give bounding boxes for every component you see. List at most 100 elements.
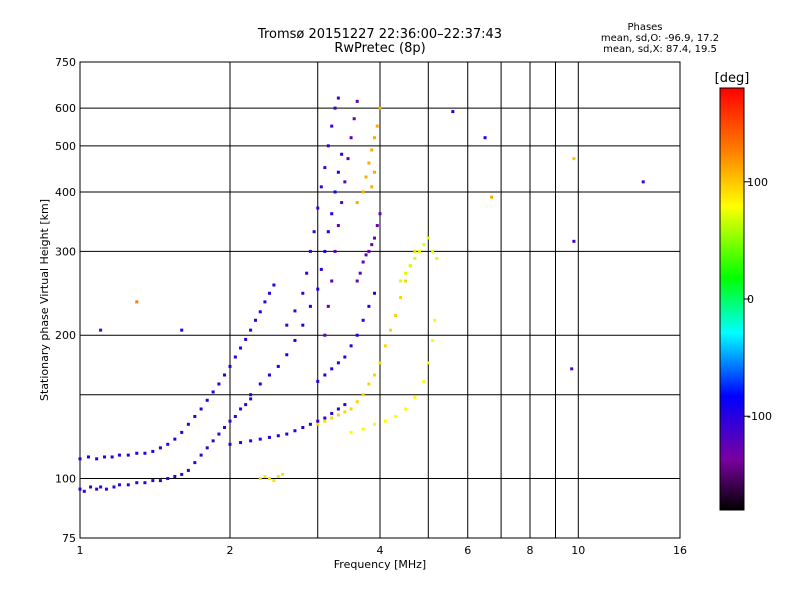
data-point [95, 457, 99, 461]
data-point [399, 296, 403, 300]
y-tick-label: 300 [55, 245, 76, 258]
data-point [323, 373, 327, 377]
outlier-point [641, 180, 645, 184]
data-point [82, 489, 86, 493]
data-point [186, 422, 190, 426]
data-point [383, 419, 387, 423]
data-point [330, 212, 334, 216]
x-tick-label: 8 [527, 544, 534, 557]
data-point [323, 249, 327, 253]
data-point [244, 403, 248, 407]
data-point [293, 338, 297, 342]
data-point [319, 185, 323, 189]
data-point [367, 249, 371, 253]
data-point [199, 453, 203, 457]
data-point [408, 264, 412, 268]
data-point [211, 390, 215, 394]
data-point [316, 206, 320, 210]
data-point [233, 414, 237, 418]
data-point [394, 414, 398, 418]
data-point [370, 243, 374, 247]
data-point [258, 310, 262, 314]
data-point [383, 344, 387, 348]
data-point [336, 96, 340, 100]
data-point [117, 483, 121, 487]
data-point [233, 355, 237, 359]
colorbar [719, 87, 745, 511]
data-point [361, 260, 365, 264]
data-point [361, 393, 365, 397]
data-point [330, 279, 334, 283]
data-point [422, 243, 426, 247]
data-point [333, 249, 337, 253]
data-point [78, 457, 82, 461]
colorbar-tick-label: 100 [747, 176, 768, 189]
x-tick-label: 10 [571, 544, 585, 557]
data-point [394, 314, 398, 318]
data-point [86, 455, 90, 459]
data-point [326, 144, 330, 148]
data-point [104, 487, 108, 491]
data-point [373, 373, 377, 377]
x-tick-label: 6 [464, 544, 471, 557]
data-point [211, 439, 215, 443]
data-point [330, 124, 334, 128]
grid-lines [80, 62, 680, 538]
data-point [276, 434, 280, 438]
data-point [413, 249, 417, 253]
data-point [343, 410, 347, 414]
data-point [370, 148, 374, 152]
data-point [263, 474, 267, 478]
data-point [180, 472, 184, 476]
data-point [239, 407, 243, 411]
y-axis-label: Stationary phase Virtual Height [km] [38, 199, 51, 401]
data-point [244, 337, 248, 341]
chart-subtitle: RwPretec (8p) [334, 41, 426, 56]
data-point [110, 455, 114, 459]
data-point [336, 224, 340, 228]
x-tick-label: 16 [673, 544, 687, 557]
data-point [375, 124, 379, 128]
data-point [323, 333, 327, 337]
data-point [193, 461, 197, 465]
data-point [343, 403, 347, 407]
data-point [355, 99, 359, 103]
data-point [389, 328, 393, 332]
data-point [378, 361, 382, 365]
data-point [135, 451, 139, 455]
data-point [361, 190, 365, 194]
data-point [378, 212, 382, 216]
data-point [426, 236, 430, 240]
data-point [417, 249, 421, 253]
y-tick-label: 500 [55, 140, 76, 153]
data-point [223, 425, 227, 429]
data-point [426, 361, 430, 365]
data-point [349, 430, 353, 434]
data-point [272, 283, 276, 287]
data-point [158, 479, 162, 483]
data-point [253, 318, 257, 322]
data-point [431, 249, 435, 253]
data-point [95, 487, 99, 491]
data-point [358, 271, 362, 275]
data-point [361, 427, 365, 431]
data-point [228, 364, 232, 368]
data-point [239, 441, 243, 445]
data-point [249, 439, 253, 443]
data-point [166, 442, 170, 446]
data-point [78, 487, 82, 491]
data-point [422, 379, 426, 383]
data-point [340, 152, 344, 156]
y-tick-label: 100 [55, 473, 76, 486]
data-point [316, 419, 320, 423]
data-point [349, 344, 353, 348]
data-point [319, 267, 323, 271]
outlier-point [483, 136, 487, 140]
data-point [285, 432, 289, 436]
data-point [293, 429, 297, 433]
data-point [333, 190, 337, 194]
data-point [258, 477, 262, 481]
data-point [151, 449, 155, 453]
y-tick-labels: 75 100 200 300 400 500 600 750 [55, 56, 76, 545]
